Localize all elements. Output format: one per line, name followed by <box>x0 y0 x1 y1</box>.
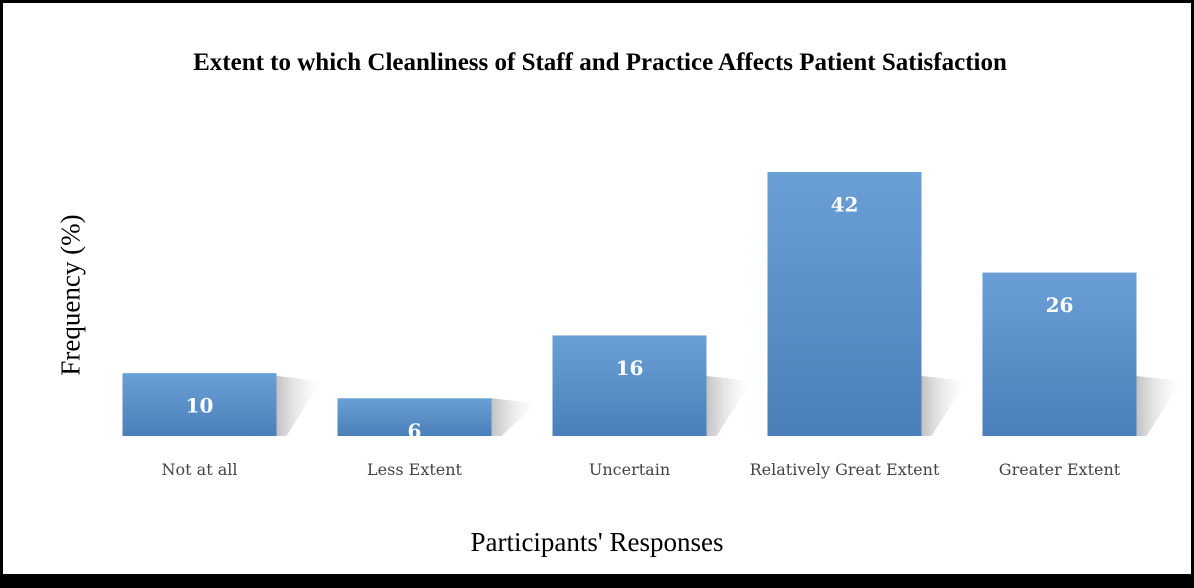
x-tick-label: Not at all <box>161 460 238 479</box>
x-tick-label: Uncertain <box>588 460 671 479</box>
plot: 10 6 16 42 26 <box>122 172 1182 443</box>
x-tick-label: Greater Extent <box>998 460 1121 479</box>
bar <box>337 398 492 436</box>
bar-shadow <box>491 398 537 436</box>
x-tick-label: Less Extent <box>367 460 462 479</box>
bar <box>767 172 922 436</box>
x-tick-label: Relatively Great Extent <box>749 460 940 479</box>
bar <box>982 272 1137 436</box>
value-label: 10 <box>186 394 214 418</box>
bar <box>122 373 277 436</box>
y-axis-title: Frequency (%) <box>55 214 86 376</box>
value-label: 26 <box>1046 293 1074 317</box>
value-label: 6 <box>408 419 422 443</box>
bar-shadow <box>706 376 752 436</box>
value-label: 16 <box>616 356 644 380</box>
bar <box>552 335 707 436</box>
chart-title: Extent to which Cleanliness of Staff and… <box>193 49 1007 76</box>
bar-shadow <box>276 376 322 436</box>
bar-shadow <box>921 376 967 436</box>
x-axis-title: Participants' Responses <box>470 527 724 557</box>
bar-shadow <box>1136 376 1182 436</box>
value-label: 42 <box>831 193 859 217</box>
